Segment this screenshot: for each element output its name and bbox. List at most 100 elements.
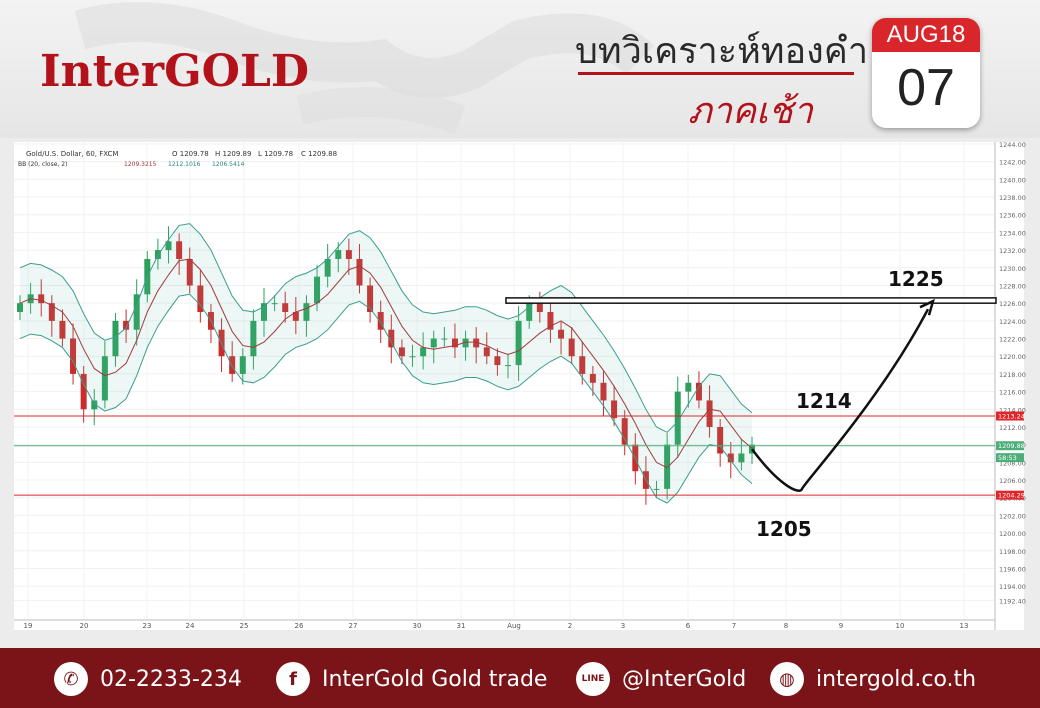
- candle-body: [17, 303, 23, 313]
- x-tick-label: 7: [732, 622, 736, 630]
- footer-bar: ✆ 02-2233-234 f InterGold Gold trade LIN…: [0, 648, 1040, 708]
- x-tick-label: 24: [186, 622, 195, 630]
- candle-body: [727, 453, 734, 463]
- candle-body: [38, 294, 45, 304]
- candle-body: [261, 303, 267, 321]
- x-tick-label: 23: [143, 622, 152, 630]
- candle-body: [515, 320, 522, 366]
- candle-body: [356, 258, 363, 286]
- candle-body: [377, 312, 384, 330]
- y-tick-label: 1222.00: [999, 336, 1026, 344]
- price-tag-label: 58:53: [998, 454, 1017, 462]
- bollinger-upper: [19, 223, 753, 433]
- candle-body: [229, 356, 236, 374]
- x-tick-label: 6: [686, 622, 691, 630]
- x-tick-label: 20: [80, 622, 89, 630]
- price-tag-box: [996, 441, 1024, 451]
- header-banner: InterGOLD บทวิเคราะห์ทองคำ ภาคเช้า AUG18…: [0, 0, 1040, 138]
- y-tick-label: 1196.00: [999, 565, 1026, 573]
- candle-body: [589, 373, 596, 383]
- x-tick-label: 27: [349, 622, 358, 630]
- y-tick-label: 1226.00: [999, 300, 1026, 308]
- price-tag-box: [996, 490, 1024, 500]
- footer-facebook[interactable]: f InterGold Gold trade: [276, 662, 547, 696]
- calendar-day: 07: [897, 59, 955, 117]
- candle-body: [473, 338, 480, 348]
- y-tick-label: 1240.00: [999, 176, 1026, 184]
- footer-line[interactable]: LINE @InterGold: [576, 662, 746, 696]
- y-tick-label: 1206.00: [999, 477, 1026, 485]
- intergold-logo: InterGOLD: [40, 46, 310, 97]
- forecast-arrowhead: [919, 298, 935, 316]
- candle-body: [494, 356, 501, 366]
- candle-body: [483, 347, 490, 357]
- candle-body: [621, 418, 628, 445]
- y-tick-label: 1228.00: [999, 282, 1026, 290]
- bb-label: BB (20, close, 2): [18, 161, 67, 168]
- y-tick-label: 1236.00: [999, 212, 1026, 220]
- resistance-box: [505, 297, 997, 304]
- candle-body: [239, 356, 246, 374]
- candle-body: [91, 400, 98, 410]
- candle-body: [600, 382, 607, 401]
- bollinger-basis: [19, 258, 753, 469]
- phone-icon: ✆: [54, 662, 88, 696]
- ohlc-l: L 1209.78: [258, 150, 293, 158]
- globe-icon: ◍: [770, 662, 804, 696]
- candle-body: [324, 258, 331, 277]
- price-tag-label: 1204.29: [998, 492, 1025, 500]
- candle-body: [271, 303, 278, 305]
- candle-body: [430, 338, 437, 348]
- price-tag-label: 1209.88: [998, 442, 1025, 450]
- x-tick-label: 30: [413, 622, 422, 630]
- bb-value: 1206.5414: [212, 161, 245, 168]
- candle-body: [112, 320, 119, 357]
- y-tick-label: 1212.00: [999, 424, 1026, 432]
- candle-body: [674, 391, 681, 445]
- candle-body: [345, 250, 352, 259]
- title-underline: [578, 72, 854, 75]
- x-tick-label: 19: [24, 622, 33, 630]
- candle-body: [526, 303, 533, 321]
- candle-body: [706, 400, 713, 427]
- line-text: @InterGold: [622, 666, 747, 692]
- candle-body: [367, 285, 374, 313]
- line-icon: LINE: [576, 662, 610, 696]
- candle-body: [282, 303, 289, 313]
- x-tick-label: 3: [621, 622, 625, 630]
- y-tick-label: 1200.00: [999, 530, 1026, 538]
- facebook-text: InterGold Gold trade: [322, 666, 548, 692]
- calendar-month: AUG18: [872, 18, 980, 52]
- x-tick-label: 9: [839, 622, 843, 630]
- x-tick-label: 10: [896, 622, 905, 630]
- footer-phone[interactable]: ✆ 02-2233-234: [54, 662, 242, 696]
- candle-body: [579, 356, 586, 374]
- candle-body: [388, 329, 395, 348]
- candle-body: [176, 241, 183, 259]
- y-tick-label: 1194.00: [999, 583, 1026, 591]
- candle-body: [398, 347, 405, 357]
- candle-body: [48, 303, 55, 321]
- ohlc-c: C 1209.88: [301, 150, 337, 158]
- x-tick-label: 8: [784, 622, 788, 630]
- phone-text: 02-2233-234: [100, 666, 242, 692]
- candle-body: [441, 338, 448, 340]
- footer-website[interactable]: ◍ intergold.co.th: [770, 662, 976, 696]
- candle-body: [70, 338, 77, 374]
- candle-body: [536, 303, 543, 313]
- x-tick-label: 13: [960, 622, 969, 630]
- ohlc-h: H 1209.89: [215, 150, 251, 158]
- candle-body: [165, 241, 172, 251]
- candle-body: [250, 320, 257, 357]
- session-subtitle: ภาคเช้า: [688, 91, 813, 132]
- bb-value: 1212.1016: [168, 161, 201, 168]
- y-tick-label: 1214.00: [999, 406, 1026, 414]
- y-tick-label: 1208.00: [999, 459, 1026, 467]
- level-annotation: 1225: [888, 267, 944, 291]
- candle-body: [133, 294, 140, 330]
- price-tag-label: 1213.24: [998, 413, 1025, 421]
- y-tick-label: 1218.00: [999, 371, 1026, 379]
- candle-body: [653, 488, 660, 490]
- x-tick-label: 25: [240, 622, 249, 630]
- y-tick-label: 1192.40: [999, 597, 1026, 605]
